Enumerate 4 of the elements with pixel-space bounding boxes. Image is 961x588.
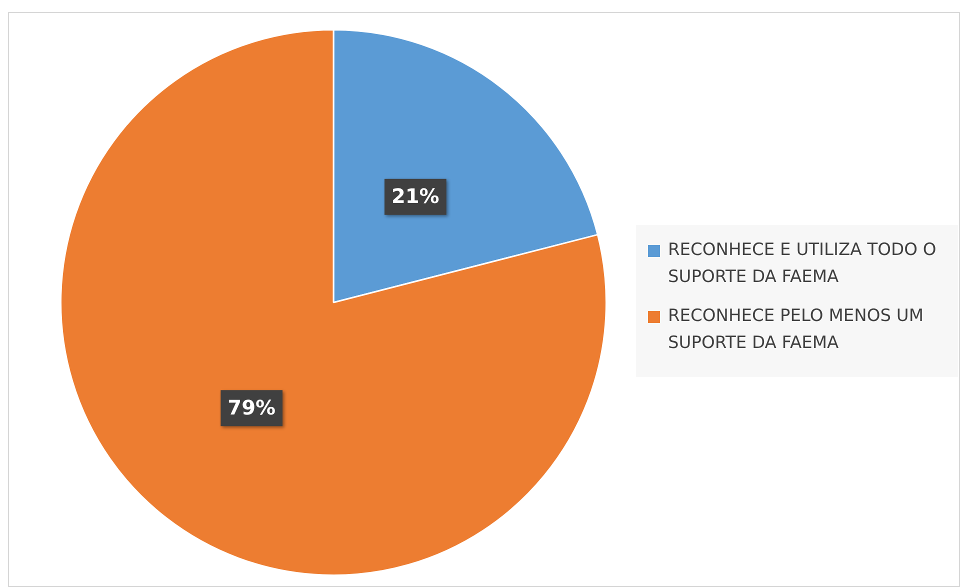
data-label: 79% — [228, 395, 276, 420]
data-label: 21% — [391, 184, 440, 208]
legend-label: RECONHECE E UTILIZA TODO O SUPORTE DA FAEMA — [668, 239, 938, 289]
legend-label: RECONHECE PELO MENOS UM SUPORTE DA FAEMA — [668, 305, 925, 355]
